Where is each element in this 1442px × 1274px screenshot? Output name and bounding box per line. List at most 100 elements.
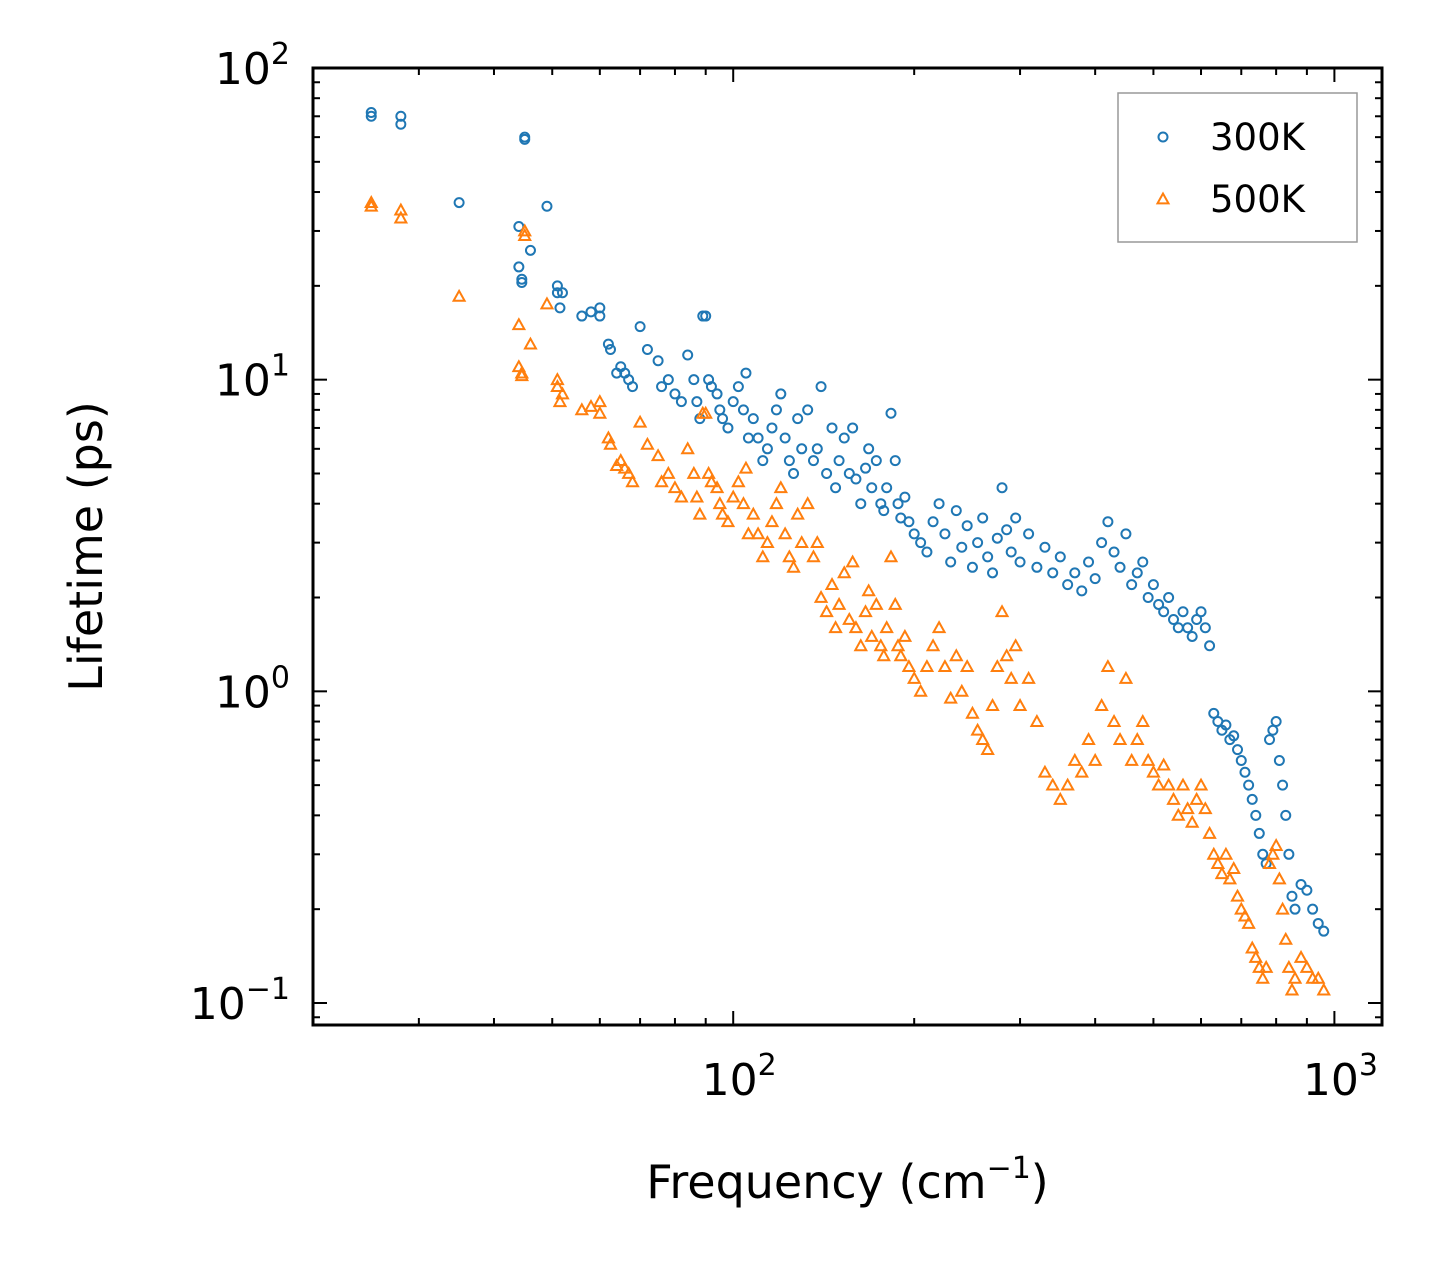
legend-label-300k: 300K: [1210, 116, 1307, 159]
data-point-300k: [966, 561, 978, 573]
data-point-300k: [682, 349, 694, 361]
data-point-300k: [727, 396, 739, 408]
data-point-500k: [1171, 807, 1186, 821]
data-point-300k: [815, 381, 827, 393]
data-point-300k: [551, 280, 563, 292]
data-point-300k: [551, 287, 563, 299]
data-point-300k: [933, 498, 945, 510]
data-point-300k: [1318, 925, 1330, 937]
data-point-500k: [1012, 698, 1028, 711]
data-point-300k: [1102, 516, 1114, 528]
axis-ticks: 102 103 10−1 100 101 102: [190, 37, 1382, 1106]
data-point-500k: [913, 683, 928, 697]
data-point-500k: [1146, 764, 1161, 778]
data-point-500k: [861, 583, 876, 597]
data-point-500k: [1175, 777, 1191, 791]
data-point-300k: [1005, 546, 1017, 558]
data-point-500k: [1029, 713, 1045, 727]
data-point-300k: [1168, 614, 1180, 626]
data-point-300k: [1295, 879, 1307, 891]
data-point-500k: [810, 535, 825, 549]
data-point-300k: [1076, 585, 1088, 597]
y-tick-label: 100: [215, 660, 290, 718]
data-point-500k: [552, 394, 568, 408]
data-point-300k: [395, 110, 407, 122]
data-point-500k: [883, 549, 899, 563]
data-point-500k: [1008, 638, 1023, 652]
data-point-500k: [738, 460, 754, 474]
data-point-500k: [592, 394, 608, 408]
legend-label-500k: 500K: [1210, 178, 1307, 221]
data-point-300k: [1235, 754, 1247, 766]
data-point-300k: [1286, 890, 1298, 902]
data-point-500k: [617, 460, 632, 474]
data-point-300k: [821, 467, 833, 479]
data-point-300k: [1114, 561, 1126, 573]
data-point-500k: [1218, 846, 1234, 860]
data-point-300k: [1277, 779, 1289, 791]
data-point-500k: [954, 683, 969, 697]
data-point-500k: [621, 465, 636, 479]
data-point-300k: [892, 498, 904, 510]
data-point-500k: [550, 379, 565, 393]
data-point-500k: [1067, 752, 1083, 766]
y-tick-label: 10−1: [190, 972, 290, 1030]
data-point-500k: [1284, 982, 1300, 996]
data-point-500k: [959, 659, 975, 673]
data-point-500k: [364, 198, 379, 212]
data-point-500k: [1100, 659, 1116, 673]
data-point-500k: [1045, 777, 1060, 791]
data-point-300k: [1177, 606, 1189, 618]
data-point-500k: [1135, 713, 1150, 727]
data-point-500k: [873, 638, 889, 652]
data-point-300k: [757, 455, 769, 467]
data-point-300k: [870, 455, 882, 467]
data-point-500k: [985, 698, 1000, 711]
data-point-300k: [395, 118, 407, 130]
data-point-500k: [1184, 814, 1200, 828]
data-point-500k: [828, 620, 843, 634]
x-axis-label-superscript: −1: [987, 1151, 1031, 1186]
y-tick-label: 102: [215, 37, 290, 95]
data-point-500k: [364, 195, 379, 208]
data-point-500k: [1265, 846, 1281, 860]
data-point-300k: [899, 491, 911, 503]
data-point-300k: [792, 413, 804, 425]
data-point-300k: [675, 396, 687, 408]
data-point-300k: [761, 443, 773, 455]
data-point-500k: [1094, 698, 1109, 711]
data-point-500k: [1245, 940, 1260, 954]
data-point-500k: [876, 648, 891, 662]
data-point-300k: [669, 388, 681, 400]
data-point-300k: [656, 381, 668, 393]
data-point-300k: [1208, 707, 1220, 719]
data-point-500k: [1021, 670, 1036, 684]
data-point-300k: [972, 537, 984, 549]
data-point-500k: [698, 405, 713, 419]
data-point-500k: [1252, 959, 1267, 973]
data-point-500k: [393, 210, 409, 224]
data-point-300k: [1289, 903, 1301, 915]
data-point-300k: [903, 516, 915, 528]
data-point-500k: [1237, 908, 1253, 922]
data-point-500k: [741, 526, 756, 540]
data-point-500k: [632, 414, 648, 428]
data-point-300k: [1126, 579, 1138, 591]
data-point-500k: [1161, 777, 1176, 791]
data-point-500k: [692, 506, 708, 520]
data-point-500k: [640, 436, 655, 450]
data-point-300k: [737, 404, 749, 416]
data-point-500k: [1222, 871, 1238, 885]
data-point-300k: [524, 244, 536, 256]
data-point-500k: [654, 474, 669, 488]
data-point-300k: [1147, 579, 1159, 591]
data-point-300k: [961, 520, 973, 532]
data-point-300k: [1250, 809, 1262, 821]
data-point-500k: [726, 489, 741, 503]
data-point-300k: [850, 473, 862, 485]
data-point-300k: [885, 407, 897, 419]
data-point-500k: [1214, 866, 1230, 880]
data-point-500k: [550, 372, 565, 386]
data-point-500k: [824, 577, 840, 591]
data-point-500k: [800, 496, 815, 510]
